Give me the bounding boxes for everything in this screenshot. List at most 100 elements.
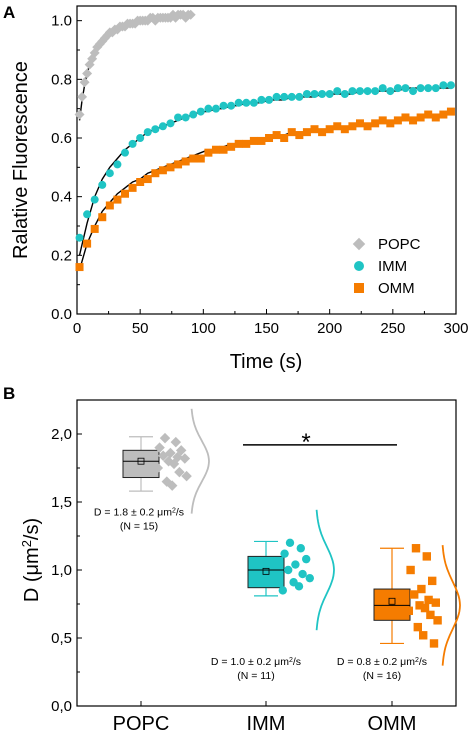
x-category-label-imm: IMM [247, 713, 286, 735]
imm-point [333, 87, 342, 96]
omm-point [219, 145, 228, 154]
legend-label-imm: IMM [378, 258, 407, 275]
omm-point [75, 263, 84, 272]
imm-point [318, 90, 327, 98]
legend-marker-imm [354, 261, 364, 271]
omm-point [415, 601, 424, 610]
popc-annotation-sup: 2 [172, 507, 176, 514]
omm-point [143, 175, 152, 184]
omm-point [234, 139, 243, 148]
imm-point [386, 87, 395, 96]
omm-point [158, 166, 167, 175]
y-tick-label: 0.2 [51, 247, 72, 264]
x-tick-label: 150 [254, 320, 279, 337]
omm-point [363, 122, 372, 131]
panel-b-label: B [3, 384, 15, 403]
popc-point [181, 470, 192, 482]
y-tick-label: 1.0 [51, 13, 72, 30]
omm-point [416, 113, 425, 122]
popc-point [150, 15, 161, 26]
y-tick-label: 1,0 [51, 562, 72, 579]
omm-point [105, 201, 114, 210]
x-tick-label: 300 [443, 320, 468, 337]
omm-point [302, 128, 311, 137]
imm-group: D = 1.0 ± 0.2 μm2/s (N = 11) [211, 509, 335, 682]
omm-annotation-main: D = 0.8 ± 0.2 μm [337, 656, 415, 668]
imm-point [302, 554, 311, 564]
panel-b-significance: * [243, 429, 397, 456]
imm-box [247, 555, 285, 589]
panel-b-y-axis-label-unit: μm [21, 547, 43, 575]
popc-fit-line [78, 14, 191, 121]
x-tick-label: 50 [132, 320, 149, 337]
imm-point [355, 87, 364, 96]
omm-annotation-value: D = 0.8 ± 0.2 μm2/s [337, 656, 427, 668]
panel-b-groups: D = 1.8 ± 0.2 μm2/s (N = 15) D = 1.0 ± 0.2… [94, 408, 461, 682]
panel-b-y-axis-label-sup: 2 [19, 540, 34, 547]
panel-a-legend: POPC IMM OMM [352, 236, 421, 297]
popc-point [152, 462, 164, 474]
imm-point [378, 84, 387, 93]
imm-point [287, 92, 296, 101]
x-category-label-omm: OMM [368, 713, 417, 735]
imm-point [409, 87, 418, 96]
x-category-label-popc: POPC [113, 713, 170, 735]
omm-point [310, 125, 319, 134]
omm-point [410, 590, 419, 599]
imm-point [227, 101, 236, 110]
panel-a-x-axis-label: Time (s) [230, 351, 303, 373]
popc-annotation-value: D = 1.8 ± 0.2 μm2/s [94, 507, 184, 519]
omm-point [340, 125, 349, 134]
omm-point [287, 128, 296, 137]
omm-point [355, 119, 364, 128]
panel-b-ticks: 0,0 0,5 1,0 1,5 2,0 POPC IMM OMM [51, 426, 416, 735]
imm-point [340, 90, 349, 98]
imm-point [143, 128, 152, 137]
omm-point [417, 584, 426, 594]
legend-label-popc: POPC [378, 236, 421, 253]
imm-point [219, 101, 228, 110]
omm-point [431, 113, 440, 122]
panel-b-y-axis-label-tail: /s) [21, 518, 43, 540]
imm-annotation-sup: 2 [289, 657, 293, 664]
omm-point [426, 610, 435, 620]
omm-point [257, 136, 266, 145]
omm-point [151, 169, 160, 178]
popc-point [154, 442, 165, 453]
panel-b-y-axis-label-main: D ( [21, 575, 43, 602]
popc-annotation-n: (N = 15) [120, 521, 158, 533]
omm-point [227, 142, 236, 151]
imm-fit-line [78, 87, 451, 256]
imm-point [446, 81, 455, 90]
imm-point [128, 139, 137, 148]
imm-point [295, 92, 304, 101]
omm-point [196, 154, 205, 163]
omm-point [406, 565, 415, 575]
y-tick-label: 0,5 [51, 630, 72, 647]
omm-point [181, 157, 190, 166]
imm-mean-marker [262, 567, 270, 575]
imm-point [98, 180, 107, 189]
omm-point [439, 110, 448, 119]
imm-point [211, 104, 220, 113]
imm-point [278, 586, 287, 595]
omm-point [333, 122, 342, 131]
imm-point [363, 87, 372, 96]
y-tick-label: 2,0 [51, 426, 72, 443]
imm-point [371, 87, 380, 96]
popc-point [174, 466, 185, 478]
omm-point [128, 183, 137, 192]
y-tick-label: 0.6 [51, 130, 72, 147]
imm-point [181, 113, 190, 122]
omm-point [409, 116, 418, 125]
imm-point [121, 148, 130, 157]
omm-point [83, 239, 92, 248]
omm-distribution-curve [441, 545, 461, 666]
imm-annotation-n: (N = 11) [237, 670, 274, 682]
y-tick-label: 0.0 [51, 306, 72, 323]
omm-point [325, 125, 334, 134]
popc-group: D = 1.8 ± 0.2 μm2/s (N = 15) [94, 408, 210, 533]
x-tick-label: 200 [317, 320, 342, 337]
popc-point [159, 432, 171, 444]
